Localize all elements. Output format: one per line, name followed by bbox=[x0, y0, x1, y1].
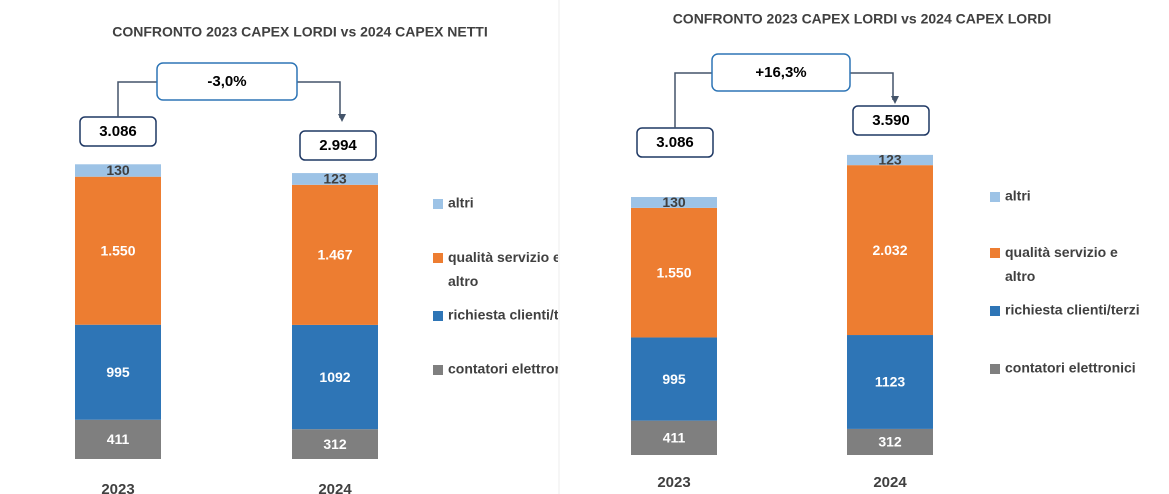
chart-title: CONFRONTO 2023 CAPEX LORDI vs 2024 CAPEX… bbox=[112, 24, 488, 40]
bar-segment bbox=[292, 173, 378, 185]
total-label: 2.994 bbox=[319, 137, 357, 154]
data-label: 123 bbox=[878, 152, 902, 168]
chart: CONFRONTO 2023 CAPEX LORDI vs 2024 CAPEX… bbox=[631, 11, 1140, 491]
change-label: -3,0% bbox=[207, 73, 246, 90]
legend-swatch bbox=[990, 364, 1000, 374]
bar-segment bbox=[631, 337, 717, 421]
data-label: 123 bbox=[323, 171, 347, 187]
legend-swatch bbox=[990, 192, 1000, 202]
data-label: 995 bbox=[106, 364, 130, 380]
chart-title: CONFRONTO 2023 CAPEX LORDI vs 2024 CAPEX… bbox=[673, 11, 1052, 27]
legend-label: richiesta clienti/terzi bbox=[448, 307, 583, 323]
connector bbox=[674, 72, 712, 128]
legend-label: qualità servizio e altro bbox=[448, 249, 565, 289]
legend-label: richiesta clienti/terzi bbox=[1005, 302, 1140, 318]
bar-segment bbox=[292, 429, 378, 459]
bar-segment bbox=[75, 419, 161, 459]
legend-swatch bbox=[990, 248, 1000, 258]
legend-label: contatori elettronici bbox=[448, 361, 579, 377]
bar-segment bbox=[847, 335, 933, 429]
bar-segment bbox=[75, 324, 161, 420]
bar-segment bbox=[847, 428, 933, 455]
legend-swatch bbox=[433, 311, 443, 321]
data-label: 995 bbox=[662, 371, 686, 387]
data-label: 130 bbox=[106, 162, 130, 178]
bar-segment bbox=[292, 324, 378, 430]
data-label: 312 bbox=[323, 436, 347, 452]
bar-segment bbox=[847, 165, 933, 336]
total-label: 3.086 bbox=[656, 134, 694, 151]
legend-swatch bbox=[433, 365, 443, 375]
x-tick-label: 2023 bbox=[657, 474, 690, 491]
chart: CONFRONTO 2023 CAPEX LORDI vs 2024 CAPEX… bbox=[75, 24, 583, 494]
bar-segment bbox=[847, 154, 933, 166]
connector bbox=[117, 81, 157, 117]
data-label: 1.467 bbox=[317, 247, 352, 263]
data-label: 1.550 bbox=[656, 264, 691, 280]
data-label: 130 bbox=[662, 194, 686, 210]
legend-label: altri bbox=[448, 195, 474, 211]
x-tick-label: 2024 bbox=[873, 474, 907, 491]
data-label: 1092 bbox=[319, 369, 350, 385]
connector bbox=[850, 72, 899, 104]
x-tick-label: 2023 bbox=[101, 481, 134, 494]
bar-segment bbox=[292, 184, 378, 325]
data-label: 411 bbox=[663, 430, 686, 446]
bar-segment bbox=[631, 207, 717, 338]
connector bbox=[297, 81, 346, 122]
data-label: 1.550 bbox=[100, 242, 135, 258]
x-tick-label: 2024 bbox=[318, 481, 352, 494]
data-label: 2.032 bbox=[872, 242, 907, 258]
bar-segment bbox=[75, 176, 161, 325]
legend-label: contatori elettronici bbox=[1005, 360, 1136, 376]
change-box bbox=[156, 62, 298, 101]
data-label: 411 bbox=[107, 431, 130, 447]
legend-swatch bbox=[433, 253, 443, 263]
data-label: 312 bbox=[878, 434, 902, 450]
legend-label: qualità servizio e altro bbox=[1005, 244, 1122, 284]
bar-segment bbox=[631, 197, 717, 208]
change-label: +16,3% bbox=[755, 64, 806, 81]
change-box bbox=[711, 53, 851, 92]
total-label: 3.086 bbox=[99, 123, 137, 140]
total-box bbox=[299, 130, 377, 161]
legend-swatch bbox=[990, 306, 1000, 316]
legend-swatch bbox=[433, 199, 443, 209]
data-label: 1123 bbox=[875, 374, 906, 390]
bar-segment bbox=[75, 164, 161, 177]
bar-segment bbox=[631, 420, 717, 455]
total-box bbox=[852, 105, 930, 136]
total-label: 3.590 bbox=[872, 112, 910, 129]
legend-label: altri bbox=[1005, 188, 1031, 204]
